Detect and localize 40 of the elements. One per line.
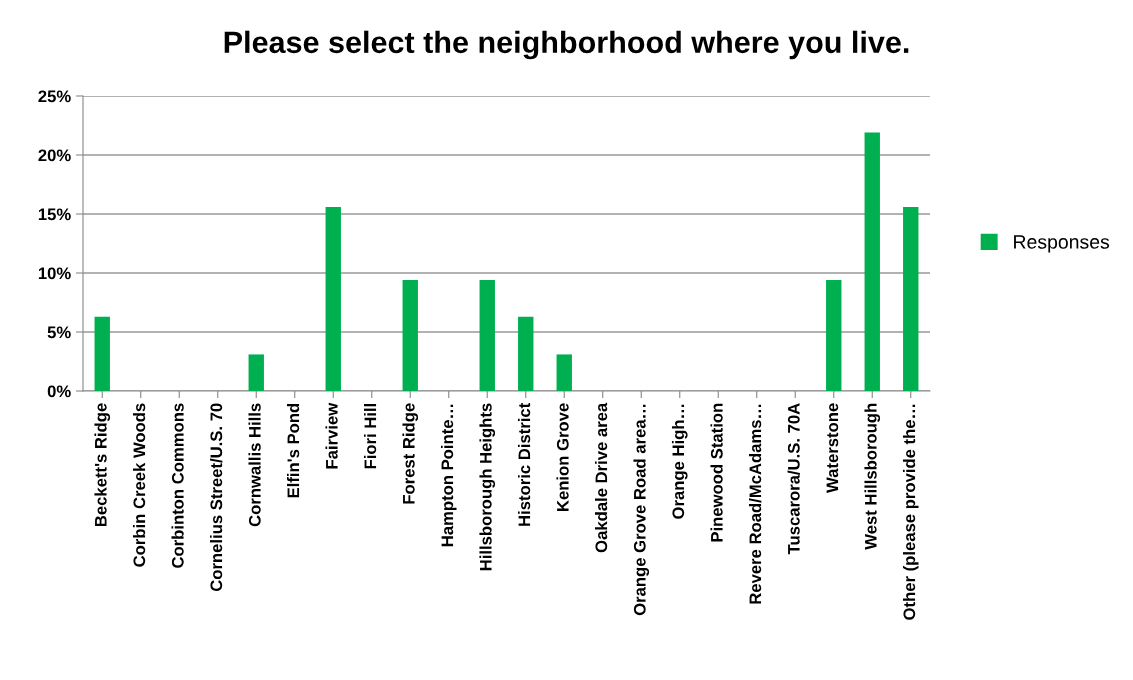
y-tick-label: 5% <box>47 326 71 339</box>
legend-label: Responses <box>1014 235 1110 253</box>
x-tick-label: Beckett's Ridge <box>94 403 111 527</box>
bar <box>248 354 264 391</box>
x-tick-label: Forest Ridge <box>402 403 419 504</box>
x-tick-label: Revere Road/McAdams… <box>748 404 762 604</box>
chart-title: Please select the neighborhood where you live. <box>224 30 909 60</box>
x-tick-label: Cornelius Street/U.S. 70 <box>209 403 223 592</box>
bar <box>864 132 880 391</box>
x-tick-label: Pinewood Station <box>710 403 723 542</box>
bar <box>325 206 341 391</box>
y-tick-label: 10% <box>38 267 71 280</box>
bar <box>479 280 495 391</box>
bar <box>518 316 534 391</box>
x-tick-label: Tuscarora/U.S. 70A <box>787 403 800 555</box>
x-tick-label: Waterstone <box>826 403 839 493</box>
x-tick-label: Other (please provide the… <box>902 404 919 620</box>
x-tick-label: West Hillsborough <box>864 403 881 550</box>
x-tick-label: Kenion Grove <box>556 403 569 511</box>
y-tick-label: 0% <box>47 385 71 398</box>
y-tick-label: 20% <box>38 149 71 162</box>
x-tick-label: Fiori Hill <box>363 403 377 469</box>
y-tick-label: 15% <box>38 208 71 221</box>
x-tick-label: Hillsborough Heights <box>479 403 496 571</box>
x-tick-label: Elfin's Pond <box>286 403 300 498</box>
bar <box>826 280 842 391</box>
x-tick-label: Corbin Creek Woods <box>132 403 146 567</box>
x-tick-label: Orange High… <box>671 404 688 519</box>
bar <box>556 354 572 391</box>
bar <box>94 316 110 391</box>
bar <box>402 280 418 391</box>
x-tick-label: Hampton Pointe… <box>440 404 457 547</box>
bar <box>903 206 919 391</box>
x-tick-label: Oakdale Drive area <box>594 402 608 553</box>
x-tick-label: Orange Grove Road area… <box>633 404 650 616</box>
y-tick-label: 25% <box>38 90 71 103</box>
x-tick-label: Corbinton Commons <box>171 403 184 568</box>
x-tick-label: Fairview <box>325 402 338 469</box>
x-tick-label: Cornwallis Hills <box>248 403 261 527</box>
x-tick-label: Historic District <box>517 403 531 526</box>
